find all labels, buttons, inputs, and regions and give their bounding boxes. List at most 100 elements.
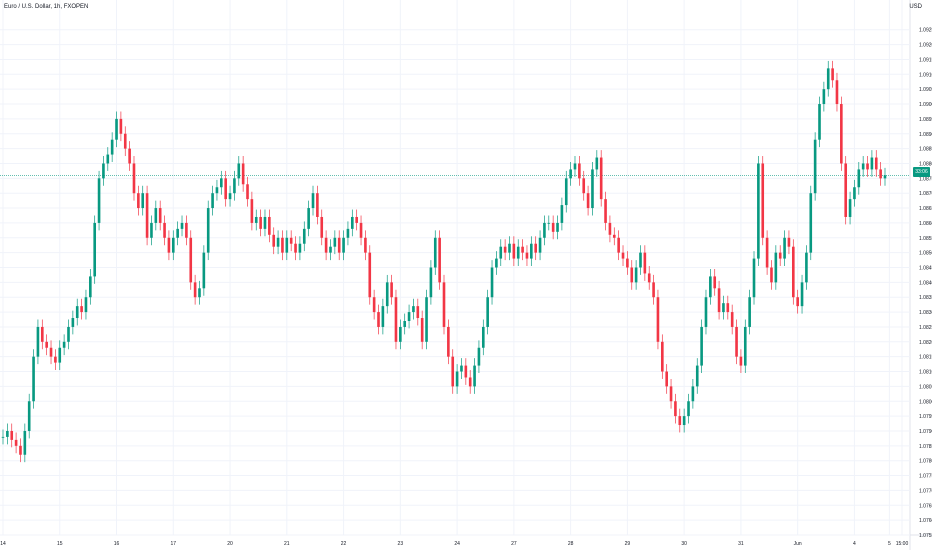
candle-body	[399, 326, 402, 342]
candle	[215, 179, 219, 201]
candle-body	[743, 326, 747, 366]
candle	[298, 236, 302, 261]
candle-body	[198, 288, 201, 298]
candle	[831, 60, 834, 88]
candle	[813, 132, 817, 201]
candle	[447, 319, 450, 365]
candle-body	[6, 430, 9, 437]
candle	[848, 191, 852, 225]
candle	[678, 408, 682, 433]
candle-body	[425, 297, 428, 342]
candle-body	[573, 163, 577, 170]
candle	[669, 378, 673, 409]
candle-body	[857, 169, 861, 188]
candle-body	[757, 163, 760, 259]
candle	[774, 245, 778, 290]
candle-body	[272, 234, 276, 247]
candle-body	[263, 216, 267, 229]
candle	[874, 150, 878, 177]
candle-body	[193, 282, 197, 298]
candle-body	[220, 178, 223, 188]
candle-body	[617, 237, 620, 253]
y-tick-label: 1.08500	[919, 251, 932, 257]
candle	[97, 170, 101, 231]
candle-body	[704, 297, 708, 327]
candle-body	[180, 222, 184, 229]
candle-body	[377, 312, 380, 327]
candle-body	[800, 282, 804, 307]
candle-body	[748, 297, 751, 327]
candle	[508, 236, 511, 261]
candle-body	[390, 282, 393, 298]
candle-body	[481, 326, 485, 348]
candle	[154, 200, 158, 231]
candle	[150, 215, 153, 246]
candle	[368, 245, 372, 305]
candle	[451, 349, 455, 394]
candle-body	[211, 193, 214, 209]
candle-body	[477, 347, 481, 366]
candle	[765, 230, 769, 275]
candle-body	[695, 365, 699, 387]
candle	[211, 185, 214, 216]
candle-body	[717, 288, 721, 313]
candle-body	[412, 306, 415, 313]
y-tick-label: 1.09050	[919, 87, 932, 93]
y-tick-label: 1.08800	[919, 161, 932, 167]
candle-body	[298, 243, 302, 253]
candle-body	[368, 252, 372, 298]
candle-body	[464, 365, 468, 378]
candle-body	[564, 178, 568, 206]
candle	[272, 227, 276, 255]
candle	[879, 161, 882, 186]
candle	[700, 319, 703, 374]
candle-body	[700, 326, 703, 366]
candle	[473, 358, 476, 394]
y-tick-label: 1.08950	[919, 117, 932, 123]
candle-body	[647, 273, 651, 283]
candle-body	[62, 341, 66, 348]
y-tick-label: 1.07800	[919, 459, 932, 465]
candle	[530, 236, 533, 267]
candle	[80, 298, 83, 320]
candle-body	[346, 228, 350, 238]
candle-body	[608, 222, 612, 235]
candle	[355, 209, 358, 231]
candle	[198, 280, 201, 305]
candle-body	[569, 169, 572, 179]
candle-body	[652, 282, 655, 298]
x-tick-label: 17	[171, 541, 177, 547]
x-tick-label: 20	[227, 541, 233, 547]
candle	[787, 230, 791, 255]
candle	[442, 274, 446, 335]
candle-body	[604, 199, 607, 223]
candle	[324, 230, 328, 261]
candle-body	[774, 252, 778, 283]
candle	[639, 245, 642, 275]
x-tick-label: 15:00	[896, 541, 909, 547]
candle	[682, 408, 686, 433]
candle-body	[844, 163, 848, 217]
candle-body	[36, 326, 40, 357]
candle	[115, 111, 118, 148]
candle-body	[67, 326, 70, 342]
candle-body	[324, 237, 328, 253]
candle-body	[394, 297, 398, 342]
candle	[294, 236, 297, 261]
x-tick-label: 30	[681, 541, 687, 547]
candle	[861, 156, 865, 177]
candle-body	[835, 80, 839, 105]
candle-body	[460, 365, 463, 372]
candle-body	[141, 193, 145, 209]
y-tick-label: 1.08700	[919, 191, 932, 197]
candle-body	[93, 222, 97, 277]
candle-body	[40, 326, 44, 342]
candle	[840, 96, 843, 171]
candle-body	[254, 216, 258, 223]
y-tick-label: 1.09200	[919, 43, 932, 49]
y-tick-label: 1.08600	[919, 221, 932, 227]
candle-body	[350, 216, 354, 229]
candle-body	[726, 303, 730, 313]
candle	[19, 438, 22, 463]
